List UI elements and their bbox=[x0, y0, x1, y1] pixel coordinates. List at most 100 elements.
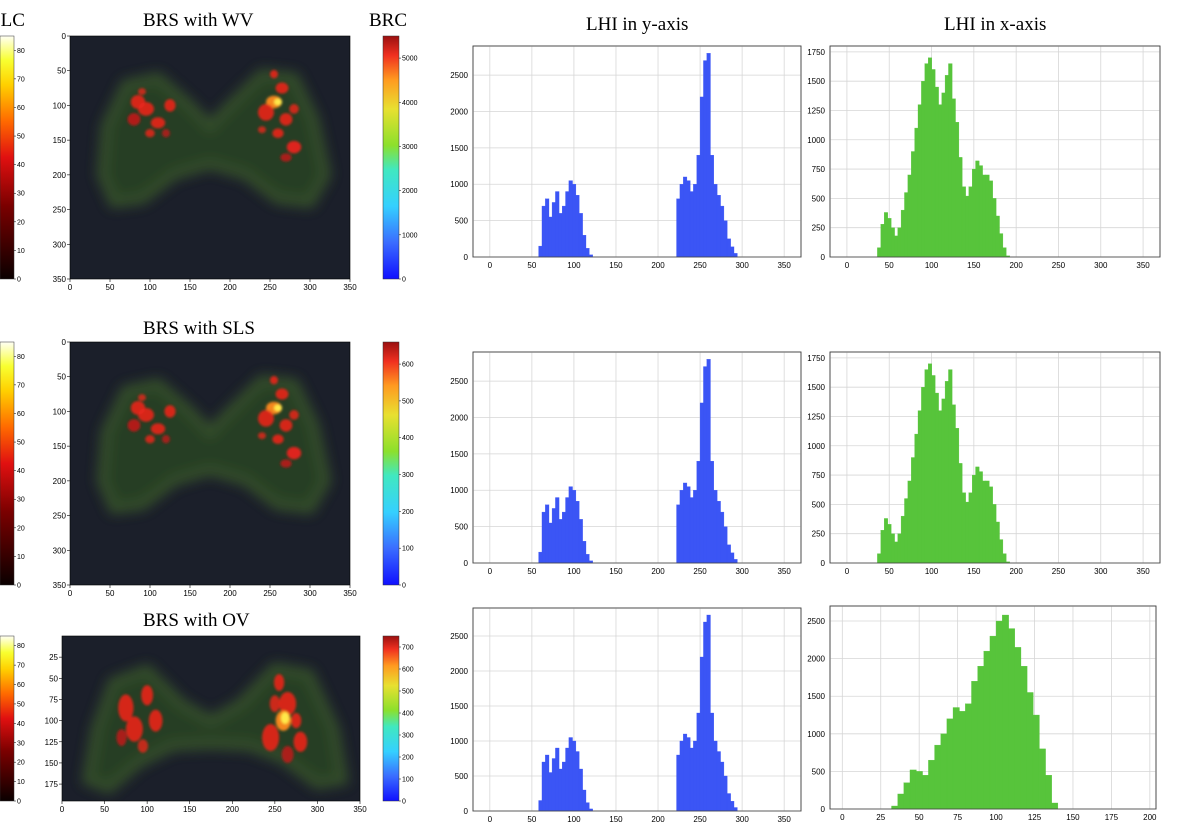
histogram-bar bbox=[928, 363, 932, 564]
x-tick-label: 250 bbox=[1052, 261, 1066, 270]
histogram-bar bbox=[992, 198, 997, 258]
y-tick-label: 1500 bbox=[807, 692, 825, 701]
left-colorbar-tick: 20 bbox=[17, 525, 25, 532]
hotspot bbox=[127, 419, 141, 432]
left-colorbar-tick: 10 bbox=[17, 554, 25, 561]
hotspot bbox=[262, 724, 280, 752]
histogram-bar bbox=[726, 793, 731, 812]
y-tick-label: 50 bbox=[57, 373, 66, 382]
histogram-bar bbox=[894, 541, 899, 564]
y-tick-label: 150 bbox=[53, 442, 67, 451]
x-tick-label: 0 bbox=[68, 283, 73, 292]
hotspot bbox=[258, 126, 266, 134]
y-tick-label: 1500 bbox=[450, 450, 468, 459]
hotspot bbox=[164, 99, 176, 112]
histogram-bar bbox=[978, 165, 983, 258]
histogram-bar bbox=[982, 480, 987, 564]
histogram-bar bbox=[982, 174, 987, 258]
histogram-bar bbox=[985, 174, 990, 258]
histogram-bar bbox=[989, 635, 997, 810]
x-tick-label: 0 bbox=[840, 813, 845, 822]
x-tick-label: 150 bbox=[609, 261, 623, 270]
x-tick-label: 150 bbox=[1066, 813, 1080, 822]
x-tick-label: 350 bbox=[777, 815, 791, 824]
y-tick-label: 1500 bbox=[807, 77, 825, 86]
histogram-bar bbox=[975, 160, 980, 258]
hotspot bbox=[164, 405, 176, 418]
y-tick-label: 500 bbox=[812, 194, 826, 203]
histogram-bar bbox=[733, 559, 738, 564]
histogram-bar bbox=[545, 754, 550, 812]
left-colorbar-tick: 40 bbox=[17, 721, 25, 728]
x-tick-label: 50 bbox=[915, 813, 924, 822]
histogram-bar bbox=[703, 621, 708, 812]
histogram-bar bbox=[733, 807, 738, 812]
x-tick-label: 150 bbox=[967, 567, 981, 576]
histogram-bar bbox=[679, 490, 684, 564]
x-tick-label: 250 bbox=[1052, 567, 1066, 576]
histogram-bar bbox=[1002, 247, 1007, 258]
histogram-bar bbox=[720, 205, 725, 258]
y-tick-label: 300 bbox=[53, 240, 67, 249]
histogram-bar bbox=[696, 154, 701, 258]
x-tick-label: 300 bbox=[1094, 261, 1108, 270]
left-colorbar-tick: 70 bbox=[17, 663, 25, 670]
histogram-bar bbox=[1002, 553, 1007, 564]
x-tick-label: 300 bbox=[735, 567, 749, 576]
histogram-bar bbox=[679, 184, 684, 258]
histogram-bar bbox=[904, 192, 909, 258]
hotspot bbox=[258, 410, 274, 427]
histogram-bar bbox=[955, 122, 960, 258]
histogram-bar bbox=[948, 369, 953, 564]
histogram-bar bbox=[880, 530, 885, 564]
y-tick-label: 0 bbox=[464, 559, 469, 568]
x-tick-label: 50 bbox=[527, 567, 536, 576]
histogram-bar bbox=[887, 218, 892, 258]
y-tick-label: 0 bbox=[464, 253, 469, 262]
histogram-bar bbox=[730, 246, 735, 258]
histogram-bar bbox=[922, 775, 929, 810]
histogram-bar bbox=[958, 157, 963, 258]
heatmap-title-ov: BRS with OV bbox=[143, 610, 250, 631]
hotspot bbox=[138, 407, 154, 422]
x-tick-label: 200 bbox=[651, 261, 665, 270]
histogram-bar bbox=[907, 174, 912, 258]
histogram-bar bbox=[900, 515, 905, 564]
y-tick-label: 2000 bbox=[450, 107, 468, 116]
right-colorbar-tick: 0 bbox=[402, 277, 406, 284]
x-tick-label: 250 bbox=[693, 261, 707, 270]
histogram-bar bbox=[934, 744, 942, 810]
histogram-bar bbox=[568, 737, 573, 812]
hotspot bbox=[280, 459, 292, 468]
histogram-bar bbox=[1026, 692, 1034, 810]
right-colorbar-tick: 200 bbox=[402, 755, 414, 762]
hotspot bbox=[118, 694, 134, 722]
histogram-bar bbox=[693, 740, 698, 812]
x-tick-label: 0 bbox=[60, 805, 65, 814]
left-colorbar-tick: 0 bbox=[17, 799, 21, 806]
histogram-bar bbox=[965, 195, 970, 258]
histogram-bar bbox=[934, 392, 939, 564]
histogram-bar bbox=[578, 768, 583, 812]
histogram-bar bbox=[911, 457, 916, 564]
left-colorbar-tick: 40 bbox=[17, 468, 25, 475]
histogram-bar bbox=[965, 501, 970, 564]
hotspot bbox=[279, 419, 293, 432]
histogram-bar bbox=[689, 191, 694, 258]
tissue-edge bbox=[96, 68, 332, 209]
x-tick-label: 0 bbox=[488, 815, 493, 824]
histogram-bar bbox=[582, 789, 587, 812]
x-tick-label: 0 bbox=[845, 261, 850, 270]
x-tick-label: 75 bbox=[953, 813, 962, 822]
histogram-bar bbox=[941, 92, 946, 258]
histogram-bar bbox=[551, 202, 556, 258]
right-colorbar-tick: 600 bbox=[402, 667, 414, 674]
left-colorbar-tick: 0 bbox=[17, 277, 21, 284]
histogram-bar bbox=[696, 712, 701, 812]
left-colorbar-tick: 60 bbox=[17, 682, 25, 689]
x-tick-label: 0 bbox=[488, 261, 493, 270]
y-tick-label: 1000 bbox=[450, 180, 468, 189]
histogram-bar bbox=[713, 740, 718, 812]
hotspot bbox=[258, 432, 266, 440]
heatmap-ov-panel: 0 10 20 30 40 50 60 70 80 0 100 200 300 400 500 600 700 0… bbox=[0, 635, 414, 814]
